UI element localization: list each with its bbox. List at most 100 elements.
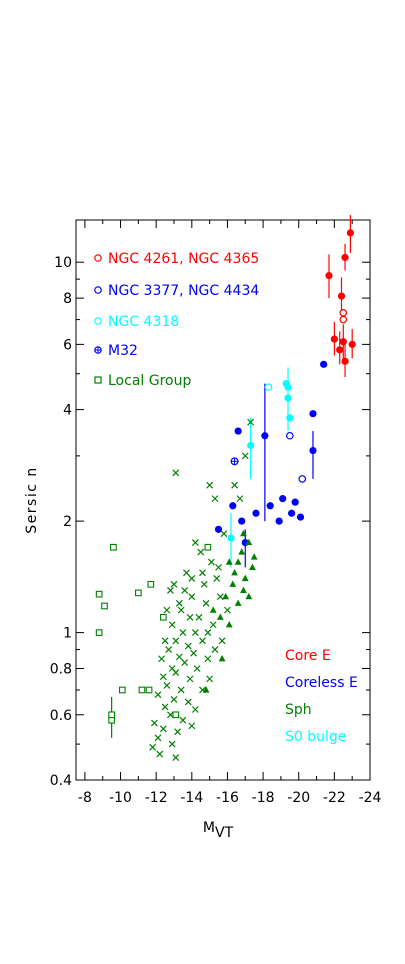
point-7-2 bbox=[236, 495, 244, 503]
point-7-27 bbox=[191, 629, 199, 637]
point-7-46 bbox=[177, 686, 185, 694]
point-8-12 bbox=[216, 613, 224, 620]
point-8-16 bbox=[240, 586, 247, 593]
point-9-13 bbox=[172, 711, 180, 719]
point-8-17 bbox=[202, 686, 210, 693]
x-axis-title-sub: VT bbox=[215, 825, 234, 841]
legend-label-1: NGC 3377, NGC 4434 bbox=[108, 283, 259, 299]
point-9-4 bbox=[147, 580, 155, 588]
point-7-5 bbox=[172, 469, 180, 477]
point-0-0 bbox=[346, 229, 354, 237]
point-8-14 bbox=[218, 654, 226, 662]
point-7-65 bbox=[215, 563, 222, 571]
x-tick-label-5: -18 bbox=[252, 790, 275, 806]
point-7-0 bbox=[247, 418, 255, 426]
legend-label-3: M32 bbox=[108, 343, 138, 359]
point-7-18 bbox=[175, 599, 183, 607]
x-tick-label-0: -8 bbox=[78, 790, 92, 806]
point-1-0 bbox=[339, 309, 348, 317]
key-label-3: S0 bulge bbox=[285, 729, 346, 745]
point-7-68 bbox=[211, 646, 219, 653]
point-7-12 bbox=[213, 575, 221, 582]
point-2-12 bbox=[320, 360, 328, 368]
point-2-7 bbox=[288, 509, 296, 517]
point-2-6 bbox=[279, 495, 287, 503]
point-7-56 bbox=[159, 725, 167, 733]
point-7-32 bbox=[184, 642, 192, 650]
point-9-1 bbox=[95, 590, 103, 598]
point-7-14 bbox=[167, 586, 174, 594]
axis-ticks: -8 -10 -12 -14 -16 -18 -20 -22 -24 0.4 0.6 0.8 1 2 4 6 8… bbox=[50, 220, 382, 806]
legend-label-0: NGC 4261, NGC 4365 bbox=[108, 251, 259, 267]
plot-frame bbox=[75, 219, 371, 781]
point-9-5 bbox=[159, 613, 167, 621]
point-7-61 bbox=[149, 743, 157, 751]
point-3-0 bbox=[286, 431, 294, 440]
color-key: Core E Coreless E Sph S0 bulge bbox=[285, 648, 358, 745]
legend-entry-2: NGC 4318 bbox=[94, 314, 179, 330]
point-7-35 bbox=[175, 653, 183, 661]
key-label-0: Core E bbox=[285, 648, 331, 664]
point-8-15 bbox=[245, 592, 253, 600]
x-axis-title: M VT bbox=[203, 820, 234, 841]
key-label-1: Coreless E bbox=[285, 675, 358, 691]
point-2-1 bbox=[229, 502, 237, 510]
point-7-43 bbox=[186, 675, 194, 683]
x-tick-label-1: -10 bbox=[109, 790, 132, 806]
point-9-6 bbox=[95, 629, 103, 636]
point-7-31 bbox=[218, 637, 226, 645]
legend-marker-1 bbox=[94, 286, 102, 294]
point-7-34 bbox=[190, 649, 198, 657]
point-7-64 bbox=[200, 580, 208, 588]
point-7-62 bbox=[172, 754, 180, 761]
point-7-41 bbox=[172, 669, 180, 676]
point-8-1 bbox=[245, 538, 253, 546]
point-7-37 bbox=[204, 655, 212, 663]
point-9-0 bbox=[110, 543, 117, 551]
point-7-23 bbox=[195, 613, 203, 621]
legend-label-4: Local Group bbox=[108, 373, 191, 389]
point-7-13 bbox=[170, 580, 178, 588]
point-5-5 bbox=[282, 380, 290, 388]
point-8-0 bbox=[240, 529, 247, 537]
point-8-3 bbox=[234, 558, 242, 565]
point-2-11 bbox=[309, 410, 317, 418]
point-8-8 bbox=[229, 580, 237, 587]
point-7-42 bbox=[159, 673, 167, 681]
point-7-28 bbox=[161, 637, 169, 645]
point-0-4 bbox=[330, 335, 338, 343]
point-7-51 bbox=[161, 703, 169, 711]
point-7-30 bbox=[199, 637, 206, 645]
point-7-44 bbox=[206, 675, 214, 683]
point-2-2 bbox=[214, 525, 223, 533]
point-3-1 bbox=[298, 475, 307, 483]
legend-entry-4: Local Group bbox=[94, 373, 191, 389]
x-tick-label-6: -20 bbox=[287, 790, 310, 806]
point-7-22 bbox=[186, 613, 194, 621]
point-2-5 bbox=[266, 502, 274, 510]
x-tick-label-7: -22 bbox=[323, 790, 346, 806]
x-tick-label-3: -14 bbox=[180, 790, 203, 806]
y-tick-label-4: 2 bbox=[63, 514, 72, 530]
y-tick-label-0: 0.4 bbox=[50, 773, 72, 789]
point-7-16 bbox=[188, 593, 196, 601]
point-8-4 bbox=[249, 563, 256, 570]
point-7-11 bbox=[199, 569, 206, 577]
point-7-8 bbox=[191, 539, 199, 547]
point-7-67 bbox=[204, 629, 212, 637]
point-8-13 bbox=[225, 620, 233, 628]
point-0-6 bbox=[341, 357, 349, 365]
point-7-3 bbox=[231, 481, 239, 489]
point-5-2 bbox=[286, 414, 294, 422]
point-8-11 bbox=[234, 599, 242, 606]
point-2-10 bbox=[309, 447, 317, 455]
data-points bbox=[95, 229, 356, 761]
point-5-1 bbox=[284, 394, 292, 402]
point-8-6 bbox=[241, 574, 249, 582]
point-7-24 bbox=[168, 621, 176, 629]
y-tick-label-7: 8 bbox=[63, 291, 72, 307]
point-7-25 bbox=[209, 621, 217, 629]
point-8-9 bbox=[250, 553, 258, 560]
point-7-38 bbox=[181, 659, 189, 667]
